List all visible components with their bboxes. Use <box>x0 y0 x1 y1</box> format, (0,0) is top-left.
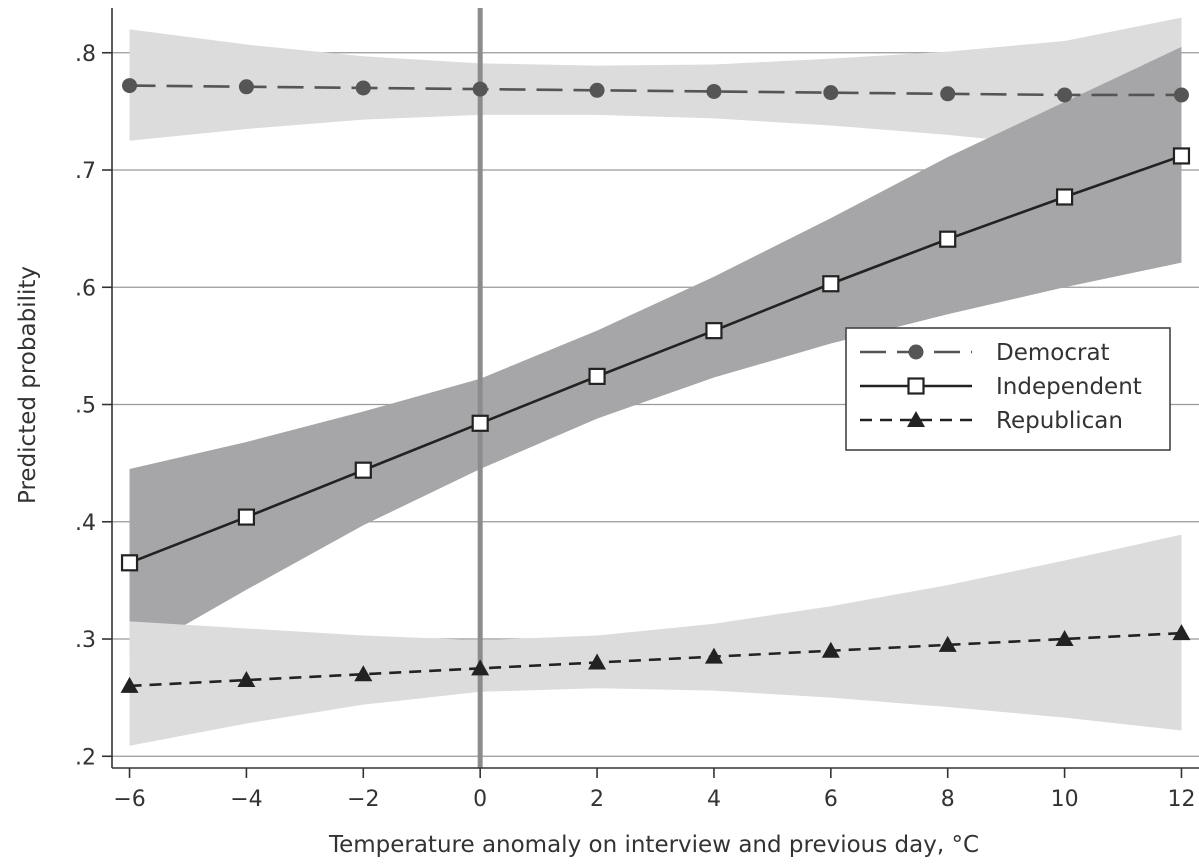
x-axis-title: Temperature anomaly on interview and pre… <box>328 832 979 858</box>
y-tick-label: .6 <box>75 276 96 301</box>
data-point-independent <box>822 275 840 293</box>
legend-label-republican: Republican <box>996 408 1123 434</box>
legend-box <box>845 327 1171 451</box>
x-tick-label: 6 <box>824 787 838 812</box>
data-point-republican <box>1172 624 1191 641</box>
series-line-independent <box>129 154 1182 565</box>
x-tick-label: 4 <box>707 787 721 812</box>
data-point-independent <box>939 230 957 248</box>
data-point-independent <box>705 322 723 340</box>
series-lines <box>129 84 1182 688</box>
data-point-republican <box>354 665 373 682</box>
data-point-democrat <box>823 85 839 101</box>
data-point-democrat <box>589 82 605 98</box>
data-point-independent <box>354 461 372 479</box>
data-point-independent <box>120 554 139 572</box>
y-tick-label: .3 <box>75 628 96 653</box>
confidence-band-republican <box>129 534 1182 746</box>
data-point-democrat <box>238 79 254 95</box>
x-tick-label: 8 <box>941 787 955 812</box>
y-tick-label: .4 <box>75 511 96 536</box>
legend: Democrat Independent Republican <box>845 327 1171 451</box>
data-point-independent <box>471 414 489 432</box>
confidence-bands <box>129 17 1182 746</box>
data-point-democrat <box>1057 87 1073 103</box>
x-tick-label: 10 <box>1051 787 1079 812</box>
data-point-independent <box>1055 188 1074 206</box>
data-point-democrat <box>1173 87 1189 103</box>
y-tick-label: .8 <box>75 42 96 67</box>
data-point-republican <box>471 659 490 676</box>
data-point-republican <box>938 635 957 652</box>
data-point-republican <box>821 641 840 658</box>
data-point-republican <box>1055 630 1074 647</box>
data-point-republican <box>704 647 723 664</box>
x-tick-label: 12 <box>1167 787 1195 812</box>
data-point-republican <box>120 676 139 693</box>
x-tick-label: 2 <box>590 787 604 812</box>
legend-marker-independent <box>907 377 925 395</box>
x-tick-label: 0 <box>473 787 487 812</box>
data-point-democrat <box>122 78 138 94</box>
data-point-independent <box>237 508 256 526</box>
data-point-democrat <box>355 80 371 96</box>
y-tick-label: .5 <box>75 394 96 419</box>
axes: .2 .3 .4 .5 .6 .7 .8 −6 −4 −2 0 2 4 6 8 10 12 <box>75 8 1199 812</box>
y-axis-title: Predicted probability <box>15 266 41 504</box>
data-point-republican <box>237 671 256 688</box>
legend-label-democrat: Democrat <box>996 340 1110 366</box>
series-markers <box>120 78 1191 693</box>
y-tick-label: .2 <box>75 745 96 770</box>
y-tick-label: .7 <box>75 159 96 184</box>
series-line-republican <box>129 631 1182 688</box>
legend-marker-democrat <box>908 344 924 360</box>
data-point-democrat <box>940 86 956 102</box>
data-point-independent <box>588 367 606 385</box>
x-tick-label: −6 <box>113 787 145 812</box>
x-tick-label: −2 <box>347 787 379 812</box>
data-point-democrat <box>472 81 488 97</box>
legend-label-independent: Independent <box>996 374 1142 400</box>
x-tick-label: −4 <box>230 787 262 812</box>
data-point-democrat <box>706 83 722 99</box>
confidence-band-democrat <box>129 17 1182 161</box>
confidence-band-independent <box>129 46 1182 657</box>
data-point-republican <box>588 653 607 670</box>
series-line-democrat <box>129 84 1182 97</box>
data-point-independent <box>1172 147 1191 165</box>
legend-marker-republican <box>907 411 925 427</box>
